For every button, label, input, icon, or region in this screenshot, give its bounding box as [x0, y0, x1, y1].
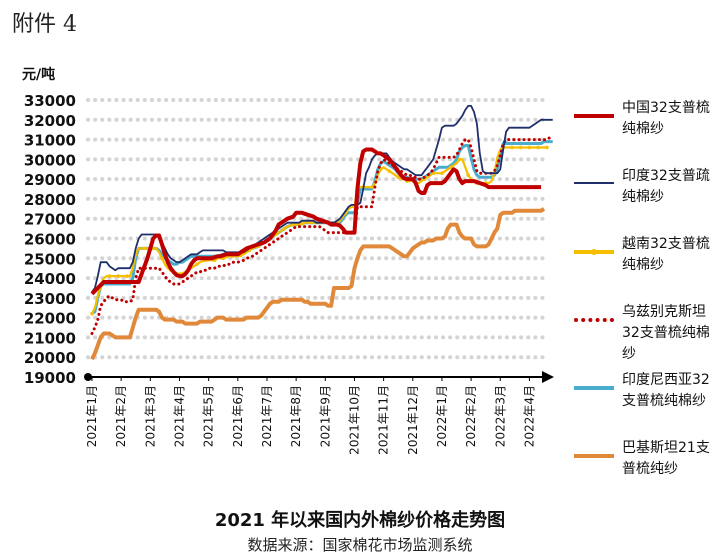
legend-item: 印度32支普疏纯棉纱: [574, 166, 720, 234]
data-source: 数据来源：国家棉花市场监测系统: [247, 536, 473, 554]
legend-label: 巴基斯坦21支普梳纯纱: [622, 440, 710, 477]
y-tick-label: 21000: [24, 329, 76, 347]
y-tick-label: 32000: [24, 112, 76, 130]
x-tick-label: 2021年6月: [231, 385, 245, 447]
legend: 中国32支普梳纯棉纱 印度32支普疏纯棉纱 越南32支普梳纯棉纱乌兹别克斯坦32支普…: [574, 98, 720, 506]
series-marker: [370, 185, 374, 189]
legend-swatch: [574, 318, 614, 322]
legend-swatch: [574, 182, 614, 184]
series-marker: [527, 145, 532, 150]
series-line-2: [91, 146, 547, 315]
legend-item: 越南32支普梳纯棉纱: [574, 234, 720, 302]
legend-label: 乌兹别克斯坦32支普梳纯棉纱: [622, 304, 710, 362]
legend-label: 印度32支普疏纯棉纱: [622, 168, 710, 205]
x-tick-label: 2022年2月: [464, 385, 478, 447]
legend-swatch: [574, 114, 614, 118]
y-tick-label: 31000: [24, 132, 76, 150]
series-marker: [396, 175, 400, 179]
y-tick-label: 22000: [24, 310, 76, 328]
x-tick-label: 2021年9月: [318, 385, 332, 447]
legend-marker: [591, 249, 597, 255]
series-marker: [536, 145, 540, 150]
y-tick-label: 25000: [24, 250, 76, 268]
series-line-0: [90, 147, 542, 296]
x-tick-label: 2021年8月: [289, 385, 303, 447]
series-marker: [448, 165, 453, 170]
legend-swatch: [574, 386, 614, 390]
legend-label: 越南32支普梳纯棉纱: [622, 236, 710, 273]
x-tick-label: 2021年7月: [260, 385, 274, 447]
x-axis-arrow: [542, 371, 554, 383]
legend-swatch: [574, 454, 614, 458]
y-tick-label: 30000: [24, 151, 76, 169]
y-tick-label: 28000: [24, 191, 76, 209]
legend-item: 巴基斯坦21支普梳纯纱: [574, 438, 720, 506]
legend-item: 乌兹别克斯坦32支普梳纯棉纱: [574, 302, 720, 370]
series-marker: [282, 226, 287, 231]
series-marker: [466, 173, 470, 177]
y-tick-label: 19000: [24, 369, 76, 387]
series-marker: [195, 262, 199, 267]
series-marker: [440, 171, 444, 176]
y-tick-label: 26000: [24, 231, 76, 249]
series-lines: [90, 105, 555, 361]
x-tick-label: 2022年3月: [493, 385, 507, 447]
x-tick-label: 2021年11月: [377, 385, 391, 455]
y-axis-unit-label: 元/吨: [22, 67, 56, 83]
series-line-3: [90, 136, 555, 335]
series-marker: [387, 169, 392, 174]
series-line-4: [91, 140, 553, 315]
series-marker: [518, 145, 523, 150]
series-marker: [457, 157, 462, 162]
series-marker: [300, 221, 304, 226]
series-marker: [125, 274, 129, 278]
x-tick-label: 2021年5月: [202, 385, 216, 447]
legend-swatch: [574, 249, 614, 255]
x-tick-label: 2021年10月: [347, 385, 361, 455]
y-tick-label: 29000: [24, 171, 76, 189]
legend-label: 印度尼西亚32支普梳纯棉纱: [622, 372, 710, 409]
series-marker: [107, 274, 112, 278]
series-marker: [308, 220, 313, 225]
legend-item: 中国32支普梳纯棉纱: [574, 98, 720, 166]
x-tick-labels: 2021年1月 2021年2月 2021年3月 2021年4月 2021年5月 2021年…: [85, 377, 536, 455]
axes: [84, 371, 554, 383]
legend-item: 印度尼西亚32支普梳纯棉纱: [574, 370, 720, 438]
x-tick-label: 2021年2月: [114, 385, 128, 447]
attachment-label: 附件 4: [12, 12, 77, 37]
y-tick-label: 27000: [24, 211, 76, 229]
series-line-5: [90, 207, 546, 361]
x-tick-label: 2021年4月: [172, 385, 186, 447]
y-tick-label: 20000: [24, 349, 76, 367]
x-tick-label: 2022年4月: [522, 385, 536, 447]
series-marker: [116, 274, 121, 278]
x-tick-label: 2022年1月: [435, 385, 449, 447]
series-marker: [545, 145, 549, 150]
series-marker: [291, 222, 296, 227]
x-tick-label: 2021年12月: [406, 385, 420, 455]
y-tick-label: 33000: [24, 92, 76, 110]
series-marker: [160, 256, 164, 261]
series-marker: [142, 246, 147, 251]
x-tick-label: 2021年1月: [85, 385, 99, 447]
y-tick-label: 24000: [24, 270, 76, 288]
axis-origin-dot: [84, 373, 92, 381]
series-marker: [90, 311, 94, 316]
legend-label: 中国32支普梳纯棉纱: [622, 100, 710, 137]
chart-title: 2021 年以来国内外棉纱价格走势图: [214, 510, 506, 531]
series-marker: [510, 145, 514, 150]
x-tick-label: 2021年3月: [143, 385, 157, 447]
y-tick-label: 23000: [24, 290, 76, 308]
